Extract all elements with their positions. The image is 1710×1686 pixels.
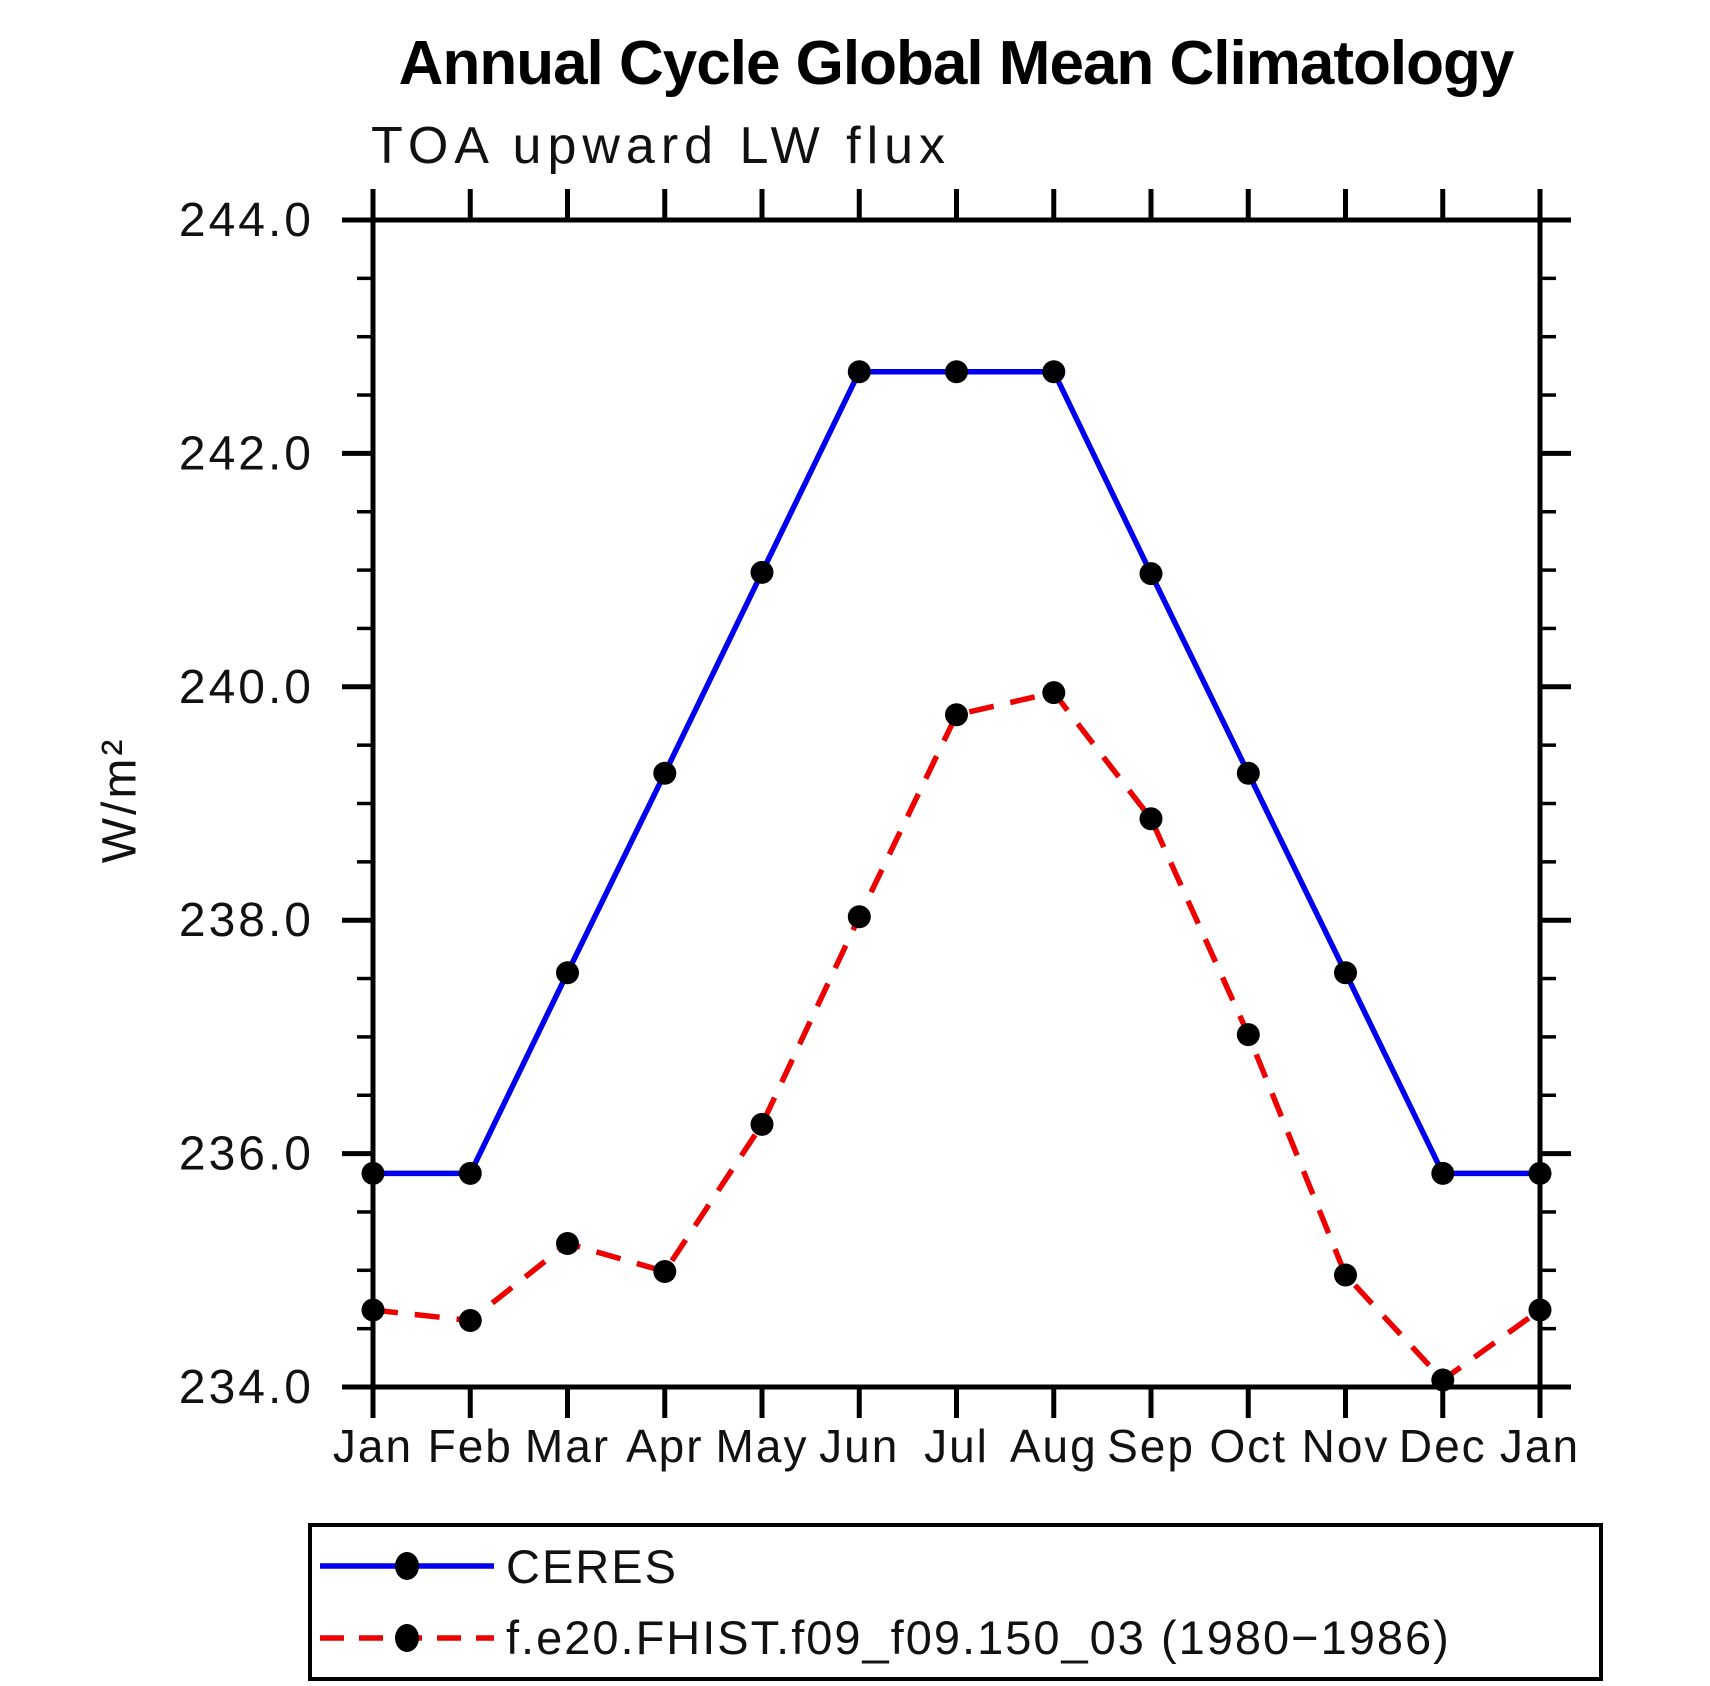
- data-point-marker: [1334, 961, 1357, 985]
- month-label: Jan: [333, 1420, 413, 1472]
- ytick-label: 236.0: [179, 1128, 314, 1181]
- data-point-marker: [1528, 1298, 1552, 1322]
- data-point-marker: [556, 1232, 579, 1255]
- data-point-marker: [1139, 807, 1163, 831]
- data-point-marker: [1236, 1023, 1260, 1047]
- legend-item-model: f.e20.FHIST.f09_f09.150_03 (1980−1986): [312, 1606, 1599, 1670]
- data-point-marker: [1042, 360, 1066, 384]
- chart-subtitle: TOA upward LW flux: [371, 117, 952, 175]
- month-label: May: [716, 1420, 809, 1472]
- month-label: Jan: [1500, 1420, 1580, 1472]
- month-label: Feb: [428, 1420, 513, 1472]
- month-label: Sep: [1107, 1420, 1195, 1472]
- x-axis-tick-labels: Jan Feb Mar Apr May Jun Jul Aug Sep Oct Nov Dec Jan: [333, 1420, 1580, 1472]
- month-label: Oct: [1209, 1420, 1287, 1472]
- legend-label-ceres: CERES: [506, 1539, 678, 1593]
- data-point-marker: [847, 360, 871, 384]
- legend-swatch-model: [320, 1623, 494, 1652]
- data-point-marker: [653, 1260, 677, 1283]
- data-point-marker: [1236, 761, 1260, 785]
- legend-item-ceres: CERES: [312, 1534, 1599, 1598]
- month-label: Aug: [1010, 1420, 1098, 1472]
- series-model: [361, 681, 1552, 1392]
- data-point-marker: [945, 703, 968, 727]
- axes: [370, 217, 1543, 1390]
- data-point-marker: [945, 360, 968, 384]
- data-point-marker: [1334, 1263, 1357, 1287]
- series-line: [372, 689, 1542, 1384]
- legend-swatch-ceres: [320, 1552, 494, 1581]
- legend-marker-circle: [395, 1552, 419, 1581]
- data-point-marker: [653, 761, 677, 785]
- month-label: Mar: [525, 1420, 610, 1472]
- series-ceres: [361, 360, 1552, 1185]
- x-axis-ticks: [370, 189, 1543, 1418]
- month-label: Nov: [1302, 1420, 1390, 1472]
- data-point-marker: [750, 1112, 774, 1136]
- month-label: Dec: [1399, 1420, 1487, 1472]
- chart-title: Annual Cycle Global Mean Climatology: [398, 29, 1515, 98]
- series-line: [373, 368, 1540, 1177]
- data-point-marker: [1431, 1368, 1455, 1392]
- ytick-label: 240.0: [179, 661, 314, 714]
- legend-label-model: f.e20.FHIST.f09_f09.150_03 (1980−1986): [506, 1611, 1451, 1665]
- ytick-label: 234.0: [179, 1361, 314, 1414]
- data-point-marker: [556, 961, 579, 985]
- data-point-marker: [847, 905, 871, 929]
- data-point-marker: [750, 560, 774, 584]
- data-point-marker: [1042, 681, 1066, 705]
- legend-box: CERES f.e20.FHIST.f09_f09.150_03 (1980−1…: [308, 1523, 1603, 1681]
- data-point-marker: [1528, 1161, 1552, 1185]
- month-label: Apr: [626, 1420, 704, 1472]
- legend-marker-circle: [395, 1623, 419, 1652]
- ytick-label: 238.0: [179, 894, 314, 947]
- month-label: Jun: [819, 1420, 899, 1472]
- month-label: Jul: [924, 1420, 989, 1472]
- data-point-marker: [361, 1298, 385, 1322]
- data-point-marker: [1139, 562, 1163, 586]
- y-axis-tick-labels: 234.0 236.0 238.0 240.0 242.0 244.0: [179, 194, 314, 1414]
- ytick-label: 244.0: [179, 194, 314, 247]
- y-axis-ticks: [342, 217, 1571, 1390]
- data-point-marker: [1431, 1161, 1455, 1185]
- data-point-marker: [361, 1161, 385, 1185]
- data-point-marker: [458, 1309, 482, 1332]
- ytick-label: 242.0: [179, 427, 314, 480]
- data-point-marker: [458, 1161, 482, 1185]
